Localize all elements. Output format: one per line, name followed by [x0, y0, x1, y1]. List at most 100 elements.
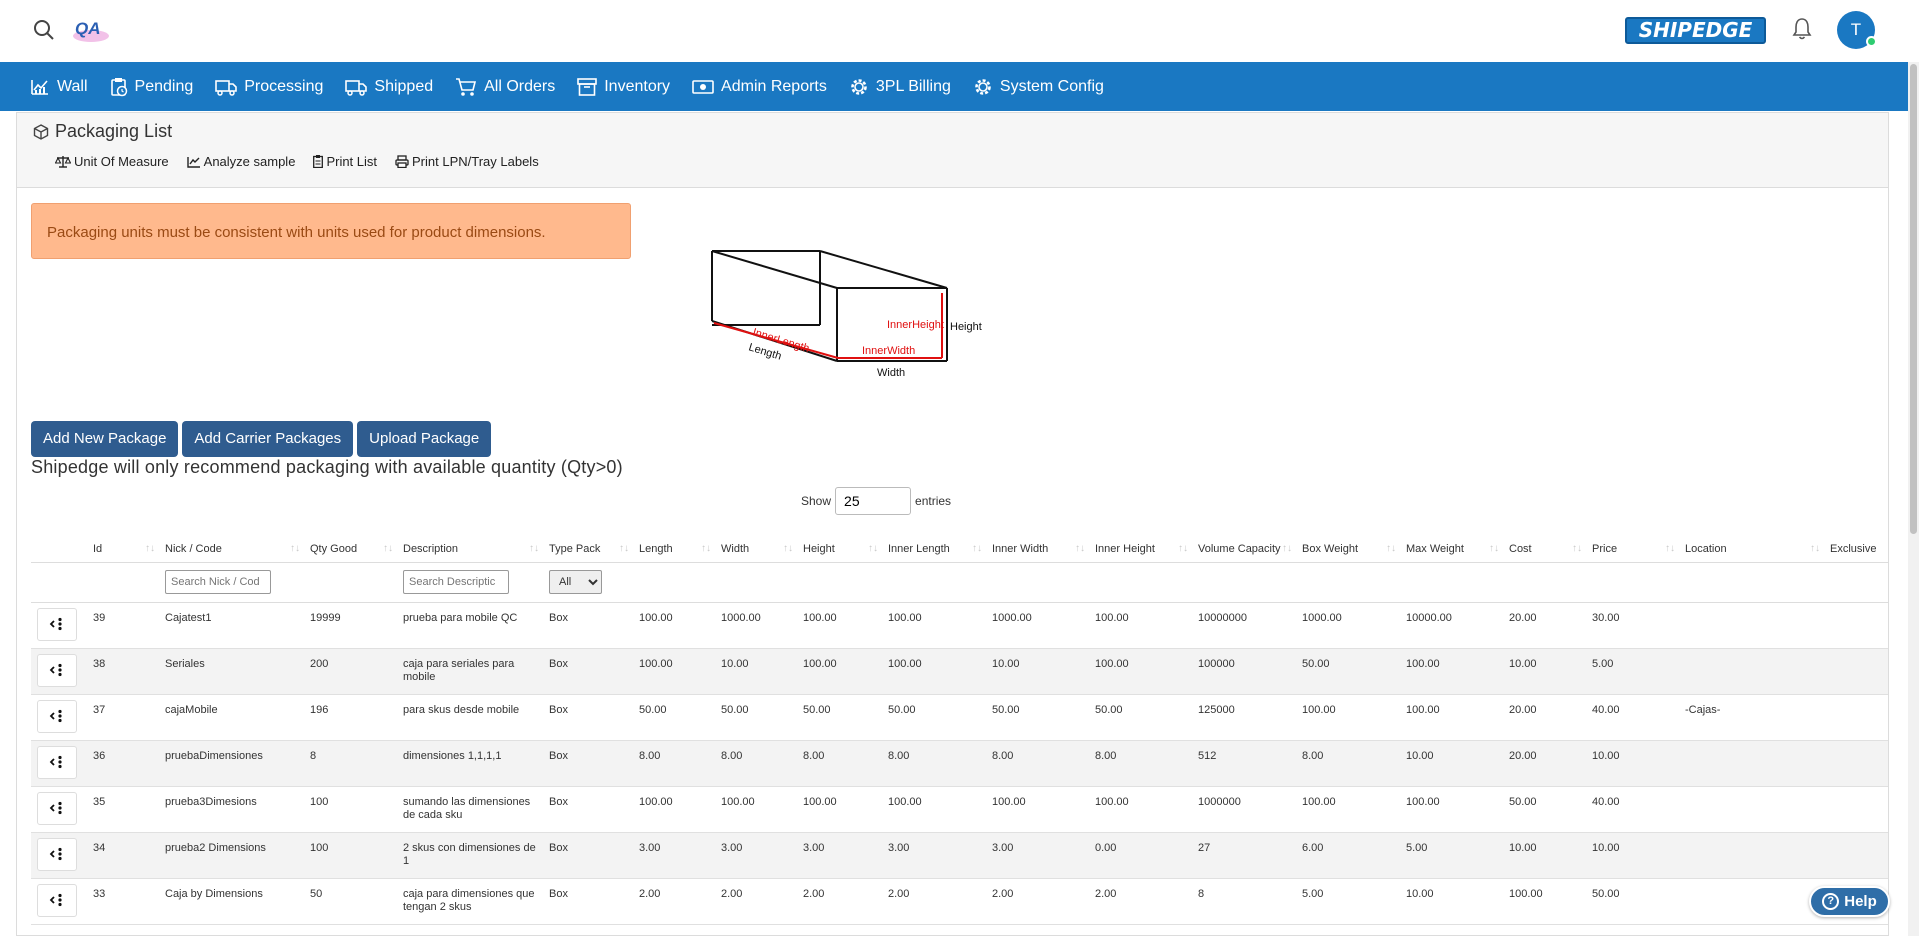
table-cell: 50.00 [797, 694, 882, 741]
col-height-header[interactable]: Height ↑↓ [797, 536, 882, 563]
table-cell [1824, 694, 1888, 741]
cart-icon [456, 77, 477, 96]
table-cell: Box [543, 602, 633, 649]
row-actions-menu-icon[interactable] [37, 653, 77, 687]
col-exclusive-header[interactable]: Exclusive [1824, 536, 1888, 563]
row-actions-menu-icon[interactable] [37, 883, 77, 917]
row-actions-cell [31, 648, 87, 695]
table-cell: 35 [87, 786, 159, 833]
col-inner-width-header[interactable]: Inner Width ↑↓ [986, 536, 1089, 563]
upload-package-button[interactable]: Upload Package [357, 421, 492, 457]
table-row[interactable]: 39 Cajatest1 19999 prueba para mobile QC Box… [31, 602, 1888, 649]
table-cell: 19999 [304, 602, 397, 649]
table-cell: 100.00 [633, 602, 715, 649]
nav-3pl-billing[interactable]: 3PL Billing [849, 62, 951, 111]
col-max-weight-header[interactable]: Max Weight ↑↓ [1400, 536, 1503, 563]
table-cell: 20.00 [1503, 694, 1586, 741]
table-cell: 37 [87, 694, 159, 741]
table-row[interactable]: 36 pruebaDimensiones 8 dimensiones 1,1,1,1 B… [31, 740, 1888, 787]
print-list-button[interactable]: Print List [313, 154, 377, 169]
col-volume-header[interactable]: Volume Capacity ↑↓ [1192, 536, 1296, 563]
qty-notice: Shipedge will only recommend packaging w… [31, 457, 623, 477]
print-list-label: Print List [326, 154, 378, 169]
nav-wall-label: Wall [57, 77, 88, 95]
table-cell [1679, 878, 1824, 925]
table-cell: 50.00 [1586, 878, 1679, 925]
page-scrollbar-thumb[interactable] [1910, 64, 1917, 534]
row-actions-cell [31, 786, 87, 833]
col-nick-header[interactable]: Nick / Code ↑↓ [159, 536, 304, 563]
table-cell: prueba2 Dimensions [159, 832, 304, 879]
unit-of-measure-button[interactable]: Unit Of Measure [55, 154, 169, 169]
table-row[interactable]: 34 prueba2 Dimensions 100 2 skus con dimens… [31, 832, 1888, 879]
table-cell: 10000.00 [1400, 602, 1503, 649]
bell-icon[interactable] [1791, 17, 1813, 41]
nav-system-config-label: System Config [999, 77, 1104, 95]
col-box-weight-header[interactable]: Box Weight ↑↓ [1296, 536, 1400, 563]
table-cell: 6.00 [1296, 832, 1400, 879]
nav-all-orders[interactable]: All Orders [455, 62, 555, 111]
row-actions-menu-icon[interactable] [37, 699, 77, 733]
search-icon[interactable] [33, 19, 55, 41]
table-filter-row: All [31, 562, 1888, 603]
main-nav: Wall Pending Processing Shipped All Orde… [0, 62, 1908, 111]
col-location-header[interactable]: Location ↑↓ [1679, 536, 1824, 563]
gear-icon [851, 78, 867, 95]
col-id-header[interactable]: Id ↑↓ [87, 536, 159, 563]
qa-logo-icon[interactable]: QA [70, 14, 112, 44]
page-title-text: Packaging List [55, 121, 173, 141]
table-cell: 5.00 [1400, 832, 1503, 879]
table-cell: 100 [304, 786, 397, 833]
packaging-panel: Packaging List Unit Of Measure Analyze s… [16, 112, 1889, 936]
nav-inventory[interactable]: Inventory [577, 62, 670, 111]
row-actions-cell [31, 832, 87, 879]
col-cost-header[interactable]: Cost ↑↓ [1503, 536, 1586, 563]
add-carrier-packages-button[interactable]: Add Carrier Packages [182, 421, 354, 457]
print-lpn-labels-button[interactable]: Print LPN/Tray Labels [395, 154, 539, 169]
table-cell: 50.00 [633, 694, 715, 741]
nav-shipped[interactable]: Shipped [345, 62, 433, 111]
table-cell: 50.00 [986, 694, 1089, 741]
nav-wall[interactable]: Wall [30, 62, 88, 111]
description-search-input[interactable] [403, 570, 509, 594]
type-pack-filter-select[interactable]: All [549, 570, 602, 594]
table-cell: 40.00 [1586, 694, 1679, 741]
table-row[interactable]: 35 prueba3Dimesions 100 sumando las dimensi… [31, 786, 1888, 833]
table-cell: 20.00 [1503, 740, 1586, 787]
col-length-header[interactable]: Length ↑↓ [633, 536, 715, 563]
table-cell: 1000.00 [715, 602, 797, 649]
entries-per-page-input[interactable] [835, 487, 912, 515]
col-qty-header[interactable]: Qty Good ↑↓ [304, 536, 397, 563]
scale-icon [55, 156, 71, 168]
table-cell: 50.00 [1503, 786, 1586, 833]
shipedge-logo[interactable]: SHIPEDGE [1625, 17, 1766, 44]
col-inner-height-header[interactable]: Inner Height ↑↓ [1089, 536, 1192, 563]
table-row[interactable]: 38 Seriales 200 caja para seriales para mob… [31, 648, 1888, 695]
analyze-sample-button[interactable]: Analyze sample [186, 154, 295, 169]
nick-search-input[interactable] [165, 570, 271, 594]
add-new-package-button[interactable]: Add New Package [31, 421, 179, 457]
nav-pending[interactable]: Pending [110, 62, 193, 111]
table-row[interactable]: 37 cajaMobile 196 para skus desde mobile Box… [31, 694, 1888, 741]
table-cell: 100.00 [882, 648, 986, 695]
help-button[interactable]: ? Help [1809, 886, 1890, 917]
table-row[interactable]: 33 Caja by Dimensions 50 caja para dimensio… [31, 878, 1888, 925]
table-cell: 100.00 [1296, 786, 1400, 833]
row-actions-menu-icon[interactable] [37, 745, 77, 779]
nav-processing[interactable]: Processing [215, 62, 323, 111]
col-inner-length-header[interactable]: Inner Length ↑↓ [882, 536, 986, 563]
row-actions-menu-icon[interactable] [37, 837, 77, 871]
nav-admin-reports[interactable]: Admin Reports [692, 62, 827, 111]
table-cell: 100.00 [1400, 694, 1503, 741]
col-type-header[interactable]: Type Pack ↑↓ [543, 536, 633, 563]
col-width-header[interactable]: Width ↑↓ [715, 536, 797, 563]
table-cell: 10.00 [1400, 878, 1503, 925]
col-price-header[interactable]: Price ↑↓ [1586, 536, 1679, 563]
col-description-header[interactable]: Description ↑↓ [397, 536, 543, 563]
table-cell: 100.00 [797, 786, 882, 833]
row-actions-menu-icon[interactable] [37, 607, 77, 641]
box-dimensions-diagram: InnerLength Length InnerWidth Width Inne… [711, 250, 982, 379]
table-cell: 50.00 [715, 694, 797, 741]
row-actions-menu-icon[interactable] [37, 791, 77, 825]
nav-system-config[interactable]: System Config [973, 62, 1104, 111]
